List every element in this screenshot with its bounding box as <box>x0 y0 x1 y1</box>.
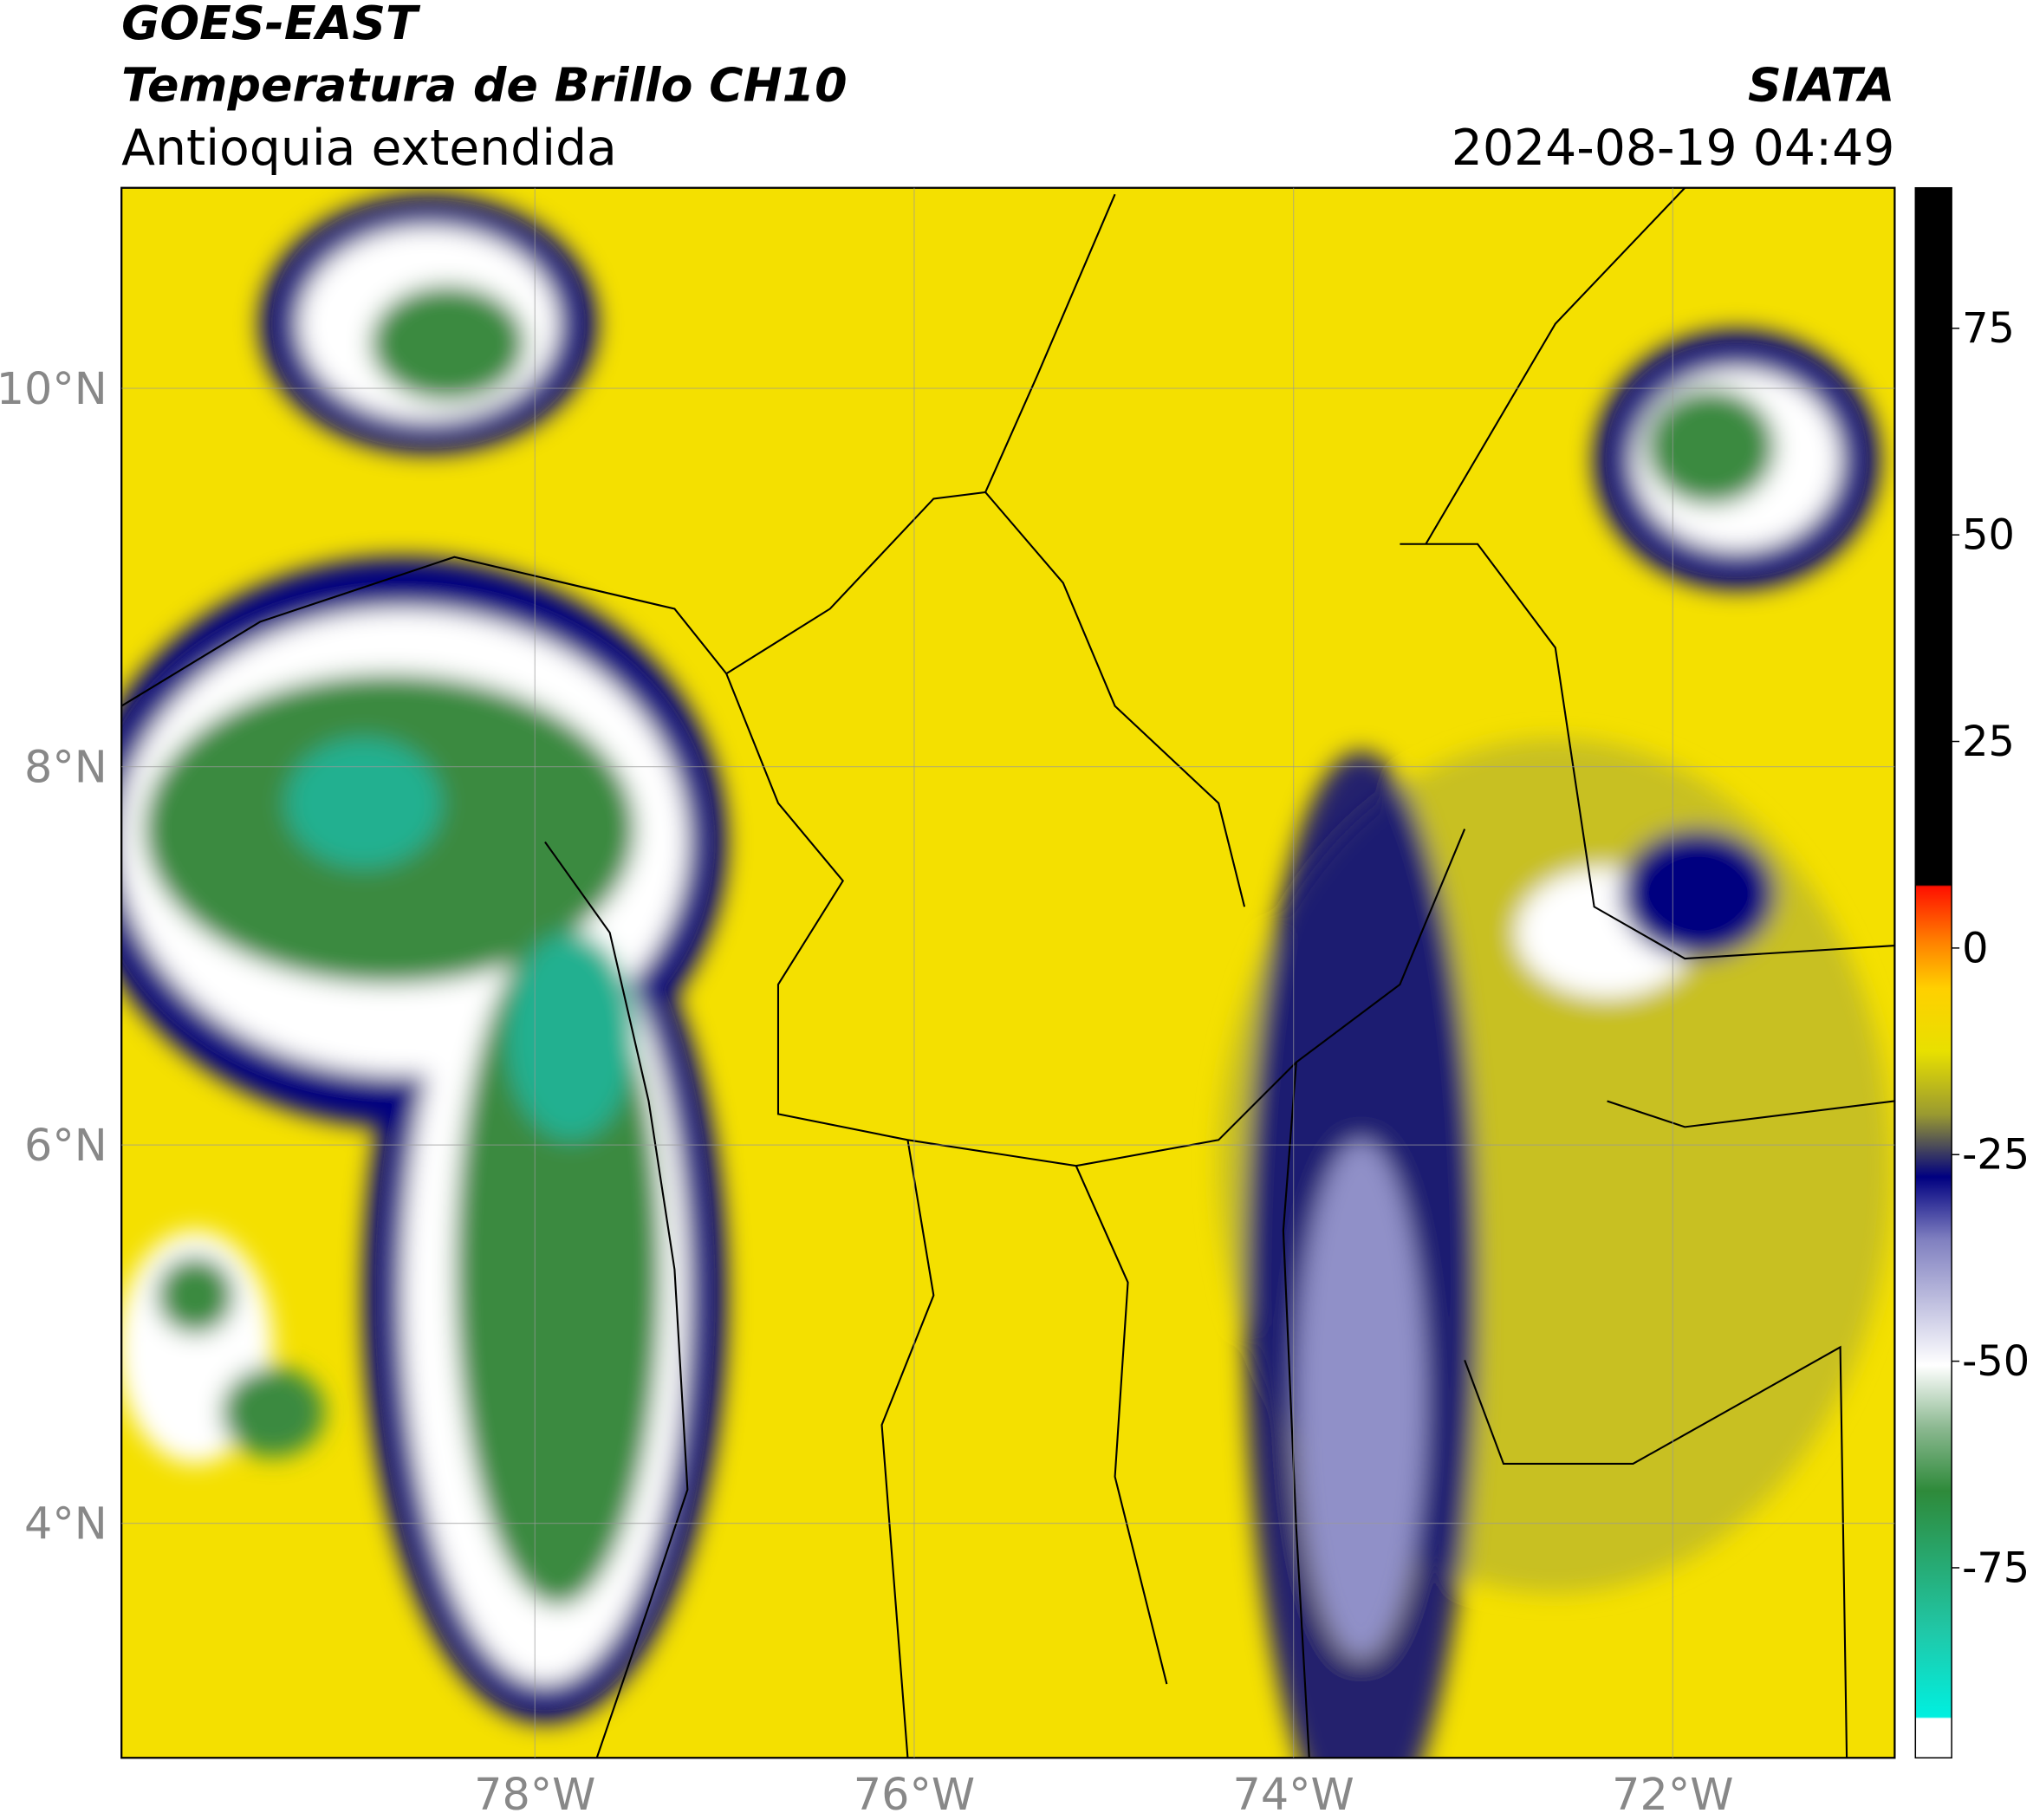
map <box>121 187 1895 1758</box>
lat-tick-label: 6°N <box>24 1120 107 1171</box>
subtitle: Temperatura de Brillo CH10 <box>121 58 847 113</box>
timestamp: 2024-08-19 04:49 <box>1452 120 1895 177</box>
borders <box>121 187 1895 1758</box>
title: GOES-EAST <box>121 0 421 50</box>
region: Antioquia extendida <box>121 120 617 177</box>
cloud-field <box>121 194 1893 1758</box>
lat-tick-label: 10°N <box>0 363 107 414</box>
lon-tick-label: 74°W <box>1233 1769 1354 1820</box>
axes: 78°W 76°W 74°W 72°W 4°N 6°N 8°N 10°N -75 -50 -25 0 2… <box>0 187 2030 1820</box>
agency: SIATA <box>1748 58 1894 113</box>
colorbar-tick-label: -75 <box>1962 1544 2030 1592</box>
colorbar-tick-label: -50 <box>1962 1338 2030 1386</box>
colorbar-tick-label: 25 <box>1962 718 2015 766</box>
colorbar-tick-label: 75 <box>1962 305 2015 353</box>
lon-tick-label: 78°W <box>474 1769 595 1820</box>
lon-tick-label: 72°W <box>1612 1769 1733 1820</box>
lat-tick-label: 8°N <box>24 742 107 793</box>
header: GOES-EAST Temperatura de Brillo CH10 Ant… <box>121 0 1894 177</box>
lat-tick-label: 4°N <box>24 1498 107 1550</box>
map-frame <box>120 186 1896 1759</box>
colorbar-tick-label: 0 <box>1962 925 1988 972</box>
colorbar-tick-label: -25 <box>1962 1132 2030 1180</box>
lon-tick-label: 76°W <box>854 1769 975 1820</box>
colorbar <box>1914 186 1952 1759</box>
colorbar-tick-label: 50 <box>1962 512 2015 560</box>
